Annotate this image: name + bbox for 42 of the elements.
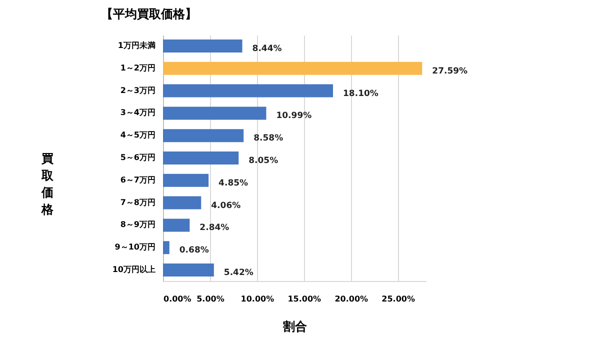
bar bbox=[163, 196, 202, 210]
y-tick-label: 5～6万円 bbox=[120, 153, 156, 162]
y-tick-label: 10万円以上 bbox=[112, 265, 156, 274]
bar bbox=[163, 129, 244, 142]
y-axis-title: 買取価格 bbox=[40, 152, 54, 216]
y-tick-label: 8～9万円 bbox=[120, 220, 156, 230]
y-tick-label: 1万円未満 bbox=[118, 40, 156, 50]
bar bbox=[163, 39, 242, 52]
data-label: 5.42% bbox=[224, 268, 254, 278]
x-tick-label: 15.00% bbox=[288, 294, 322, 304]
data-label: 8.58% bbox=[254, 134, 284, 144]
data-label: 4.06% bbox=[211, 200, 242, 211]
bar bbox=[163, 241, 170, 254]
x-tick-label: 10.00% bbox=[240, 294, 274, 304]
x-tick-label: 20.00% bbox=[334, 294, 368, 304]
data-label: 4.85% bbox=[218, 178, 249, 188]
y-tick-label: 9～10万円 bbox=[114, 242, 156, 252]
bar bbox=[163, 84, 334, 98]
bar bbox=[163, 106, 266, 120]
chart-title: 【平均買取価格】 bbox=[100, 7, 197, 21]
bar bbox=[163, 174, 209, 187]
y-tick-label: 3～4万円 bbox=[120, 108, 156, 118]
y-tick-label: 1～2万円 bbox=[120, 63, 156, 72]
y-tick-label: 6～7万円 bbox=[120, 175, 156, 184]
y-tick-label: 4～5万円 bbox=[120, 130, 156, 140]
data-label: 8.44% bbox=[252, 44, 282, 54]
data-label: 8.05% bbox=[248, 156, 279, 166]
data-label: 0.68% bbox=[179, 246, 210, 256]
bar bbox=[163, 218, 190, 232]
x-tick-label: 5.00% bbox=[196, 294, 224, 304]
bar bbox=[163, 62, 422, 75]
data-label: 10.99% bbox=[276, 111, 312, 122]
data-label: 27.59% bbox=[432, 66, 468, 76]
y-tick-label: 7～8万円 bbox=[120, 198, 156, 207]
x-axis-title: 割合 bbox=[282, 320, 308, 334]
y-tick-label: 2～3万円 bbox=[120, 86, 156, 95]
x-tick-label: 0.00% bbox=[164, 294, 192, 304]
x-tick-label: 25.00% bbox=[382, 294, 415, 304]
bar bbox=[163, 264, 214, 277]
data-label: 2.84% bbox=[200, 223, 230, 234]
data-label: 18.10% bbox=[343, 88, 379, 99]
bar bbox=[163, 152, 239, 164]
